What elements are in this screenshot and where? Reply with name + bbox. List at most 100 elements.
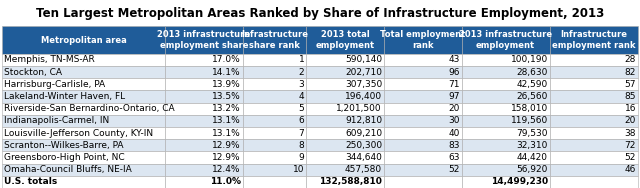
Bar <box>384 127 461 139</box>
Bar <box>384 164 461 176</box>
Bar <box>307 176 384 188</box>
Bar <box>243 26 307 54</box>
Bar <box>307 78 384 90</box>
Text: 17.0%: 17.0% <box>212 55 241 64</box>
Bar <box>307 151 384 164</box>
Bar <box>461 90 550 103</box>
Bar <box>384 115 461 127</box>
Bar <box>384 103 461 115</box>
Text: U.S. totals: U.S. totals <box>4 177 57 186</box>
Text: 158,010: 158,010 <box>511 104 548 113</box>
Text: Louisville-Jefferson County, KY-IN: Louisville-Jefferson County, KY-IN <box>4 129 153 138</box>
Text: 14,499,230: 14,499,230 <box>491 177 548 186</box>
Text: 457,580: 457,580 <box>345 165 382 174</box>
Bar <box>243 90 307 103</box>
Text: 46: 46 <box>625 165 636 174</box>
Bar <box>384 26 461 54</box>
Text: Omaha-Council Bluffs, NE-IA: Omaha-Council Bluffs, NE-IA <box>4 165 132 174</box>
Bar <box>2 139 165 151</box>
Bar <box>165 139 243 151</box>
Text: 2: 2 <box>299 68 305 77</box>
Text: 196,400: 196,400 <box>345 92 382 101</box>
Text: 28: 28 <box>625 55 636 64</box>
Bar <box>461 127 550 139</box>
Bar <box>384 176 461 188</box>
Bar <box>461 103 550 115</box>
Text: 96: 96 <box>448 68 460 77</box>
Bar <box>307 54 384 66</box>
Text: Scranton--Wilkes-Barre, PA: Scranton--Wilkes-Barre, PA <box>4 141 124 150</box>
Bar <box>165 26 243 54</box>
Text: 250,300: 250,300 <box>345 141 382 150</box>
Text: 6: 6 <box>299 116 305 125</box>
Text: Metropolitan area: Metropolitan area <box>41 36 127 45</box>
Text: 13.1%: 13.1% <box>212 129 241 138</box>
Text: Infrastructure
share rank: Infrastructure share rank <box>241 30 308 50</box>
Bar <box>307 26 384 54</box>
Bar <box>2 103 165 115</box>
Text: 52: 52 <box>625 153 636 162</box>
Bar <box>243 151 307 164</box>
Bar <box>550 139 638 151</box>
Text: 85: 85 <box>625 92 636 101</box>
Text: 3: 3 <box>299 80 305 89</box>
Text: 20: 20 <box>448 104 460 113</box>
Text: 13.1%: 13.1% <box>212 116 241 125</box>
Text: 2013 infrastructure
employment share: 2013 infrastructure employment share <box>157 30 251 50</box>
Bar <box>307 139 384 151</box>
Bar <box>2 164 165 176</box>
Bar <box>550 103 638 115</box>
Bar <box>243 164 307 176</box>
Text: Ten Largest Metropolitan Areas Ranked by Share of Infrastructure Employment, 201: Ten Largest Metropolitan Areas Ranked by… <box>36 7 604 20</box>
Bar <box>550 54 638 66</box>
Text: 20: 20 <box>625 116 636 125</box>
Text: 28,630: 28,630 <box>516 68 548 77</box>
Text: 4: 4 <box>299 92 305 101</box>
Text: 71: 71 <box>448 80 460 89</box>
Text: 10: 10 <box>293 165 305 174</box>
Text: 12.9%: 12.9% <box>212 141 241 150</box>
Text: 42,590: 42,590 <box>516 80 548 89</box>
Text: 12.4%: 12.4% <box>212 165 241 174</box>
Text: Harrisburg-Carlisle, PA: Harrisburg-Carlisle, PA <box>4 80 105 89</box>
Bar <box>307 90 384 103</box>
Text: 30: 30 <box>448 116 460 125</box>
Bar <box>2 66 165 78</box>
Bar <box>461 164 550 176</box>
Bar <box>461 176 550 188</box>
Text: 32,310: 32,310 <box>516 141 548 150</box>
Text: 97: 97 <box>448 92 460 101</box>
Text: 82: 82 <box>625 68 636 77</box>
Bar <box>550 26 638 54</box>
Bar <box>384 90 461 103</box>
Text: 9: 9 <box>299 153 305 162</box>
Text: 307,350: 307,350 <box>345 80 382 89</box>
Text: 83: 83 <box>448 141 460 150</box>
Bar <box>2 90 165 103</box>
Bar <box>384 54 461 66</box>
Text: Memphis, TN-MS-AR: Memphis, TN-MS-AR <box>4 55 95 64</box>
Bar <box>307 115 384 127</box>
Text: 13.5%: 13.5% <box>212 92 241 101</box>
Text: 132,588,810: 132,588,810 <box>319 177 382 186</box>
Text: 2013 total
employment: 2013 total employment <box>316 30 374 50</box>
Bar <box>550 127 638 139</box>
Bar <box>2 26 165 54</box>
Bar <box>243 115 307 127</box>
Bar <box>307 103 384 115</box>
Text: 2013 infrastructure
employment: 2013 infrastructure employment <box>459 30 552 50</box>
Text: 344,640: 344,640 <box>345 153 382 162</box>
Bar <box>2 115 165 127</box>
Bar <box>307 66 384 78</box>
Bar <box>243 66 307 78</box>
Text: 16: 16 <box>625 104 636 113</box>
Bar <box>165 103 243 115</box>
Bar <box>243 54 307 66</box>
Text: 72: 72 <box>625 141 636 150</box>
Text: Indianapolis-Carmel, IN: Indianapolis-Carmel, IN <box>4 116 109 125</box>
Bar <box>461 78 550 90</box>
Bar <box>307 164 384 176</box>
Text: 43: 43 <box>448 55 460 64</box>
Text: Stockton, CA: Stockton, CA <box>4 68 62 77</box>
Text: 100,190: 100,190 <box>511 55 548 64</box>
